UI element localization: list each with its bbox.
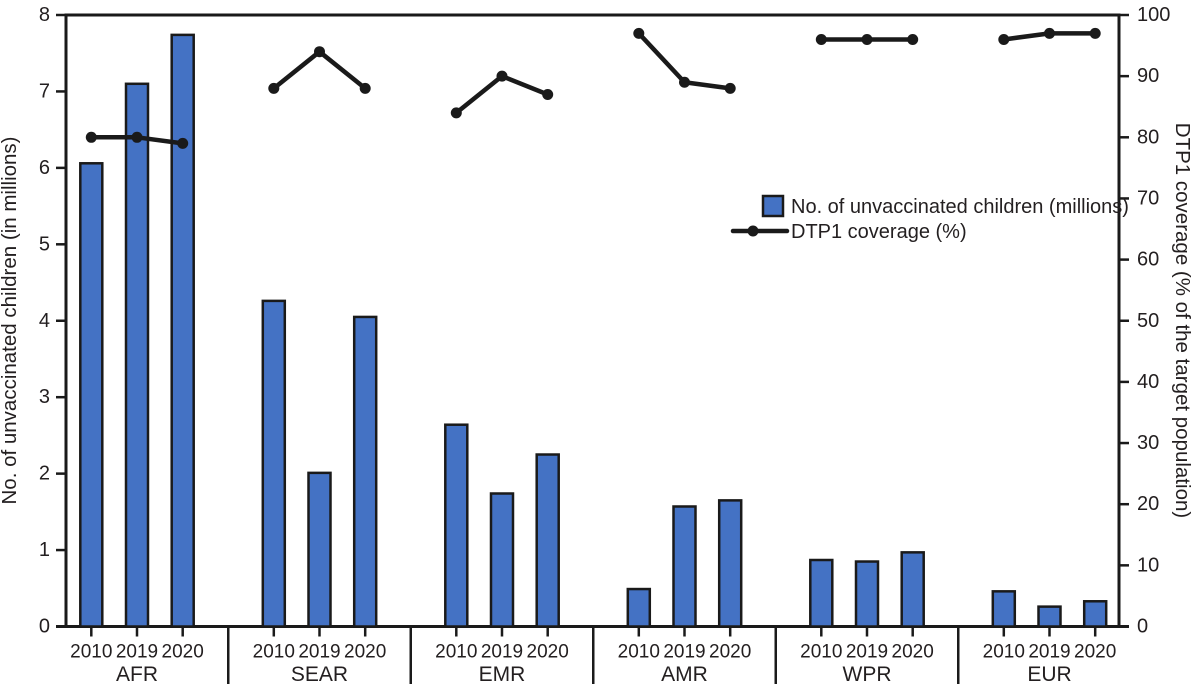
left-axis-title: No. of unvaccinated children (in million… <box>0 136 21 504</box>
bar-WPR-2020 <box>900 551 925 628</box>
bar-AFR-2010 <box>79 162 104 628</box>
right-axis-tick-label-0: 0 <box>1137 616 1148 638</box>
right-axis-tick-label-30: 30 <box>1137 432 1159 454</box>
bar-WPR-2010 <box>809 558 834 628</box>
bar-EMR-2010 <box>444 423 469 628</box>
left-axis-tick-label-8: 8 <box>39 4 50 26</box>
coverage-point-EMR-2019 <box>496 70 508 82</box>
left-axis-tick-label-1: 1 <box>39 539 50 561</box>
year-label-WPR-2020: 2020 <box>892 642 934 663</box>
region-label-AFR: AFR <box>116 663 158 686</box>
left-axis-tick-label-7: 7 <box>39 80 50 102</box>
region-label-WPR: WPR <box>843 663 892 686</box>
coverage-line-EMR <box>454 73 550 116</box>
year-label-EUR-2020: 2020 <box>1074 642 1116 663</box>
left-axis-tick-label-2: 2 <box>39 463 50 485</box>
coverage-point-AFR-2010 <box>85 131 97 143</box>
region-label-EUR: EUR <box>1027 663 1071 686</box>
bar-WPR-2019 <box>854 560 880 628</box>
year-label-EMR-2020: 2020 <box>527 642 569 663</box>
bar-EMR-2020 <box>535 453 560 628</box>
bar-EUR-2019 <box>1037 605 1062 628</box>
right-axis-tick-label-20: 20 <box>1137 493 1159 515</box>
coverage-point-AMR-2010 <box>633 27 645 39</box>
right-axis-tick-label-100: 100 <box>1137 4 1170 26</box>
year-label-AMR-2020: 2020 <box>709 642 751 663</box>
year-label-AMR-2010: 2010 <box>618 642 660 663</box>
right-axis-tick-label-90: 90 <box>1137 65 1159 87</box>
year-label-EMR-2010: 2010 <box>435 642 477 663</box>
year-label-SEAR-2019: 2019 <box>298 642 340 663</box>
bar-AMR-2010 <box>626 587 652 628</box>
right-axis-tick-label-60: 60 <box>1137 249 1159 271</box>
year-label-SEAR-2020: 2020 <box>344 642 386 663</box>
coverage-point-WPR-2020 <box>907 33 919 45</box>
bar-AFR-2020 <box>170 33 195 628</box>
year-label-EUR-2010: 2010 <box>983 642 1025 663</box>
left-axis-tick-label-6: 6 <box>39 157 50 179</box>
year-label-AMR-2019: 2019 <box>663 642 705 663</box>
legend-label-line: DTP1 coverage (%) <box>791 221 967 243</box>
year-label-WPR-2010: 2010 <box>800 642 842 663</box>
coverage-point-EUR-2010 <box>998 33 1010 45</box>
year-label-SEAR-2010: 2010 <box>253 642 295 663</box>
legend-bar-swatch <box>761 194 785 218</box>
year-label-AFR-2019: 2019 <box>116 642 158 663</box>
coverage-point-EUR-2020 <box>1089 27 1101 39</box>
bar-EUR-2010 <box>991 590 1017 628</box>
coverage-line-SEAR <box>271 49 368 91</box>
coverage-point-AFR-2019 <box>131 131 143 143</box>
bar-EUR-2020 <box>1082 600 1108 628</box>
bar-AMR-2020 <box>717 499 743 628</box>
bar-SEAR-2020 <box>352 315 378 628</box>
coverage-point-WPR-2010 <box>815 33 827 45</box>
year-label-AFR-2010: 2010 <box>70 642 112 663</box>
left-axis-tick-label-3: 3 <box>39 386 50 408</box>
legend-label-bars: No. of unvaccinated children (millions) <box>791 196 1129 218</box>
coverage-point-WPR-2019 <box>861 33 873 45</box>
right-axis-tick-label-40: 40 <box>1137 371 1159 393</box>
right-axis-tick-label-70: 70 <box>1137 187 1159 209</box>
right-axis-tick-label-80: 80 <box>1137 126 1159 148</box>
right-axis-title: DTP1 coverage (% of the target populatio… <box>1171 123 1194 518</box>
coverage-point-EUR-2019 <box>1044 27 1055 39</box>
year-label-AFR-2020: 2020 <box>162 642 204 663</box>
region-label-AMR: AMR <box>661 663 708 686</box>
year-label-WPR-2019: 2019 <box>846 642 888 663</box>
year-label-EUR-2019: 2019 <box>1028 642 1070 663</box>
coverage-point-AFR-2020 <box>177 137 189 149</box>
region-label-SEAR: SEAR <box>291 663 348 686</box>
bar-EMR-2019 <box>489 492 515 628</box>
bar-AFR-2019 <box>124 82 150 628</box>
bar-AMR-2019 <box>672 505 697 628</box>
year-label-EMR-2019: 2019 <box>481 642 523 663</box>
coverage-point-EMR-2020 <box>542 88 554 100</box>
bar-SEAR-2019 <box>307 471 332 628</box>
bar-SEAR-2010 <box>261 299 287 628</box>
coverage-point-AMR-2020 <box>724 82 736 94</box>
left-axis-tick-label-0: 0 <box>39 616 50 638</box>
coverage-point-SEAR-2020 <box>359 82 371 94</box>
region-label-EMR: EMR <box>479 663 526 686</box>
legend-line-marker <box>747 225 759 237</box>
coverage-point-AMR-2019 <box>679 76 690 88</box>
left-axis-tick-label-4: 4 <box>39 310 50 332</box>
coverage-point-SEAR-2019 <box>314 46 325 58</box>
right-axis-tick-label-10: 10 <box>1137 554 1159 576</box>
left-axis-tick-label-5: 5 <box>39 233 50 255</box>
right-axis-tick-label-50: 50 <box>1137 310 1159 332</box>
coverage-point-EMR-2010 <box>450 107 462 119</box>
coverage-point-SEAR-2010 <box>268 82 280 94</box>
